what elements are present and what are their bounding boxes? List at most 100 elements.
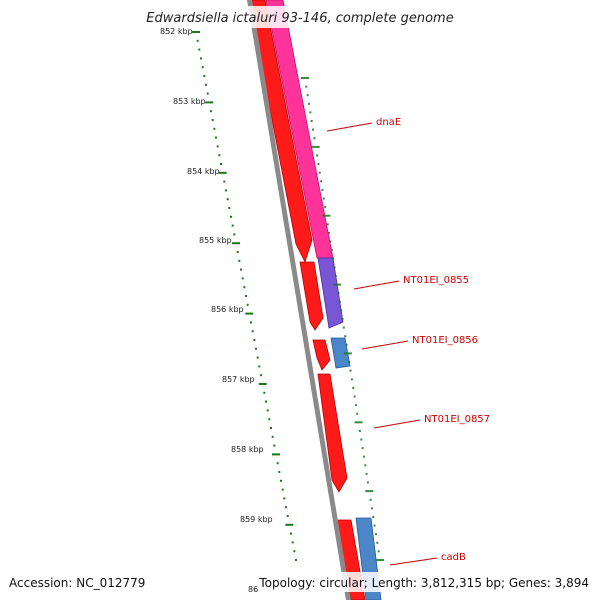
cds-feature[interactable]	[299, 261, 324, 331]
outer-minor-tick	[358, 429, 361, 432]
cds-track	[248, 0, 366, 600]
outer-minor-tick	[332, 257, 335, 260]
minor-tick	[238, 259, 241, 262]
outer-minor-tick	[305, 85, 308, 88]
gene-label-NT01EI_0856[interactable]: NT01EI_0856	[412, 335, 478, 346]
outer-tick-track	[301, 77, 384, 561]
minor-tick	[276, 462, 279, 465]
cds-feature[interactable]	[312, 339, 331, 371]
gene-label-cadB[interactable]: cadB	[441, 552, 466, 563]
major-tick	[205, 101, 214, 104]
outer-minor-tick	[330, 249, 333, 252]
leader-line-NT01EI_0856	[361, 340, 409, 350]
scale-label: 858 kbp	[231, 445, 264, 454]
outer-minor-tick	[348, 361, 351, 363]
minor-tick	[278, 471, 281, 473]
gene-label-dnaE[interactable]: dnaE	[376, 117, 401, 128]
outer-major-tick	[343, 352, 352, 355]
outer-minor-tick	[337, 292, 340, 295]
outer-minor-tick	[313, 137, 316, 140]
outer-minor-tick	[340, 309, 343, 312]
minor-tick	[271, 435, 274, 438]
major-tick	[192, 31, 200, 33]
outer-minor-tick	[377, 550, 380, 553]
outer-minor-tick	[329, 240, 332, 243]
minor-tick	[281, 488, 284, 491]
minor-tick	[293, 550, 296, 553]
gene-track	[265, 0, 382, 600]
minor-tick	[295, 559, 297, 561]
minor-tick	[243, 286, 246, 289]
minor-tick	[233, 233, 236, 236]
cds-feature[interactable]	[248, 0, 313, 264]
outer-minor-tick	[344, 335, 347, 338]
outer-minor-tick	[338, 300, 341, 303]
minor-tick	[213, 127, 216, 130]
minor-tick	[198, 48, 201, 51]
minor-tick	[215, 136, 217, 139]
map-title: Edwardsiella ictaluri 93-146, complete g…	[146, 11, 453, 26]
minor-tick	[273, 444, 276, 447]
scale-label: 86	[248, 585, 258, 594]
outer-minor-tick	[308, 102, 310, 105]
minor-tick	[270, 427, 272, 429]
outer-minor-tick	[362, 455, 365, 458]
outer-minor-tick	[342, 326, 345, 329]
outer-minor-tick	[316, 154, 319, 157]
leader-line-dnaE	[326, 122, 373, 132]
minor-tick	[205, 83, 207, 86]
outer-minor-tick	[318, 171, 321, 174]
major-tick	[245, 312, 254, 315]
minor-tick	[228, 207, 231, 209]
gene-feature-NT01EI_0855[interactable]	[317, 257, 344, 329]
outer-minor-tick	[306, 94, 309, 97]
outer-minor-tick	[372, 516, 375, 518]
minor-tick	[220, 163, 222, 165]
minor-tick	[203, 75, 206, 77]
outer-major-tick	[311, 145, 320, 148]
scale-label: 852 kbp	[160, 27, 193, 36]
minor-tick	[253, 339, 256, 341]
leader-line-cadB	[389, 557, 438, 566]
outer-minor-tick	[310, 120, 313, 122]
minor-tick	[211, 119, 214, 121]
minor-tick	[266, 409, 269, 412]
outer-minor-tick	[345, 343, 348, 346]
cds-feature[interactable]	[317, 373, 348, 493]
footer-backdrop-left	[4, 572, 174, 592]
minor-tick	[280, 479, 282, 482]
outer-minor-tick	[353, 395, 356, 398]
minor-tick	[285, 506, 287, 509]
gene-label-NT01EI_0857[interactable]: NT01EI_0857	[424, 414, 490, 425]
outer-major-tick	[322, 214, 331, 217]
outer-minor-tick	[352, 386, 355, 389]
minor-tick	[236, 251, 239, 253]
outer-minor-tick	[354, 404, 357, 407]
minor-tick	[245, 295, 247, 297]
outer-minor-tick	[309, 111, 312, 114]
outer-minor-tick	[360, 438, 363, 441]
gene-labels: dnaE NT01EI_0855 NT01EI_0856 NT01EI_0857…	[376, 117, 490, 563]
outer-minor-tick	[356, 412, 359, 415]
major-tick	[285, 523, 294, 526]
gene-feature-NT01EI_0856[interactable]	[330, 337, 351, 369]
minor-tick	[265, 400, 267, 403]
outer-minor-tick	[341, 318, 344, 320]
gene-label-NT01EI_0855[interactable]: NT01EI_0855	[403, 275, 469, 286]
footer-backdrop-right	[258, 572, 594, 592]
minor-tick	[258, 365, 261, 368]
outer-minor-tick	[375, 533, 377, 536]
outer-minor-tick	[373, 524, 376, 527]
outer-minor-tick	[321, 188, 324, 191]
scale-label: 853 kbp	[173, 97, 206, 106]
scale-label: 854 kbp	[187, 167, 220, 176]
minor-tick	[230, 215, 232, 218]
scale-label: 859 kbp	[240, 515, 273, 524]
outer-minor-tick	[361, 447, 364, 450]
minor-tick	[246, 303, 249, 306]
minor-tick	[263, 391, 266, 394]
genome-summary: Topology: circular; Length: 3,812,315 bp…	[258, 576, 589, 590]
major-tick	[272, 453, 280, 456]
minor-tick	[250, 321, 252, 324]
